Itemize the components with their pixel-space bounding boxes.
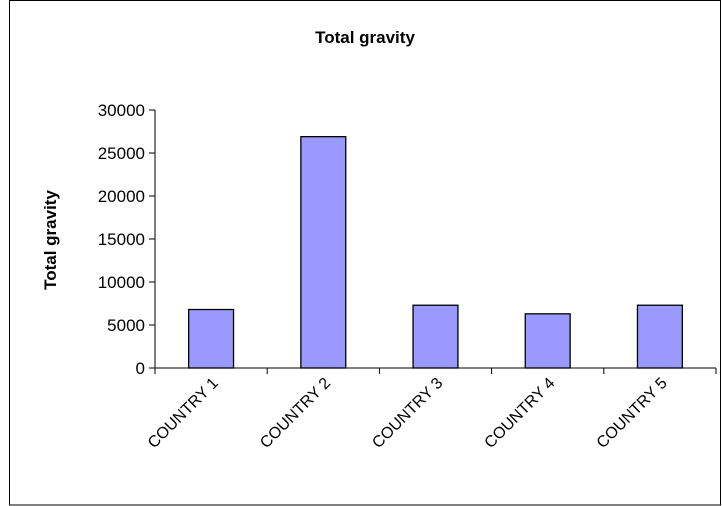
y-tick-label: 15000 <box>98 230 145 249</box>
y-tick-label: 25000 <box>98 144 145 163</box>
bar-4 <box>524 313 571 369</box>
y-axis-ticks: 0 5000 10000 15000 20000 25000 30000 <box>98 101 155 378</box>
y-axis-label: Total gravity <box>41 190 60 290</box>
y-tick-label: 0 <box>136 359 145 378</box>
bar-series <box>188 136 683 369</box>
bar-1 <box>188 308 235 369</box>
y-tick-label: 5000 <box>107 316 145 335</box>
chart-title: Total gravity <box>315 28 415 47</box>
y-tick-label: 30000 <box>98 101 145 120</box>
bar-3 <box>412 304 459 369</box>
bar-5 <box>636 304 683 369</box>
y-tick-label: 10000 <box>98 273 145 292</box>
y-tick-label: 20000 <box>98 187 145 206</box>
bar-2 <box>300 136 347 369</box>
chart-border <box>9 0 721 506</box>
